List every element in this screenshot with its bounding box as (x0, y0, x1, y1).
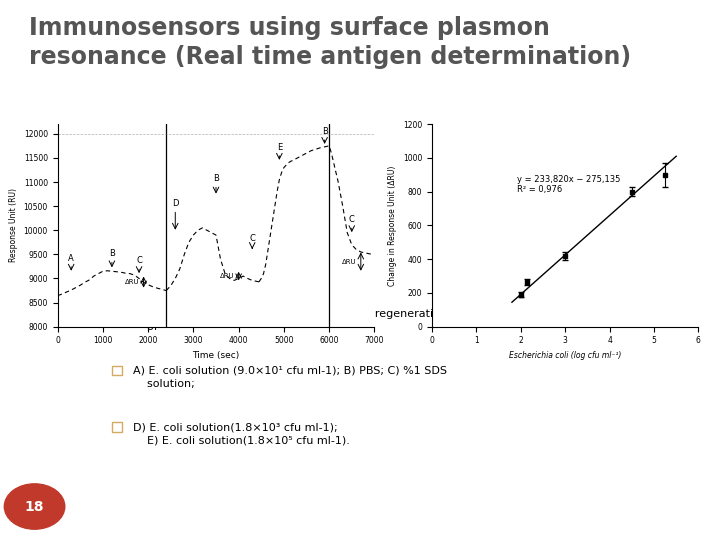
Text: y = 233,820x − 275,135
R² = 0,976: y = 233,820x − 275,135 R² = 0,976 (517, 175, 621, 194)
Y-axis label: Change in Response Unit (ΔRU): Change in Response Unit (ΔRU) (388, 165, 397, 286)
Text: B: B (213, 174, 219, 183)
Text: D) E. coli solution(1.8×10³ cfu ml-1);
    E) E. coli solution(1.8×10⁵ cfu ml-1): D) E. coli solution(1.8×10³ cfu ml-1); E… (133, 422, 350, 446)
Text: C: C (136, 256, 142, 265)
X-axis label: Time (sec): Time (sec) (192, 351, 240, 360)
Bar (112, 422, 122, 432)
Text: B: B (109, 249, 115, 258)
Text: 18: 18 (24, 500, 45, 514)
X-axis label: Escherichia coli (log cfu ml⁻¹): Escherichia coli (log cfu ml⁻¹) (509, 351, 621, 360)
Bar (112, 366, 122, 375)
Text: Immunosensors using surface plasmon
resonance (Real time antigen determination): Immunosensors using surface plasmon reso… (29, 16, 631, 69)
Text: ΔRU: ΔRU (125, 279, 139, 285)
Circle shape (4, 484, 65, 529)
Text: The response (RU) to binding of E. coli and regeneration. Injection
    of: The response (RU) to binding of E. coli … (133, 309, 503, 332)
Text: A: A (68, 254, 74, 262)
Text: C: C (348, 215, 355, 224)
Text: A) E. coli solution (9.0×10¹ cfu ml-1); B) PBS; C) %1 SDS
    solution;: A) E. coli solution (9.0×10¹ cfu ml-1); … (133, 366, 447, 389)
Text: C: C (249, 234, 255, 244)
Text: D: D (172, 199, 179, 208)
Text: ΔRU: ΔRU (342, 259, 356, 265)
Text: B: B (322, 127, 328, 136)
FancyBboxPatch shape (0, 0, 720, 540)
Bar (112, 309, 122, 319)
Text: ΔRU: ΔRU (220, 273, 234, 279)
Y-axis label: Response Unit (RU): Response Unit (RU) (9, 188, 18, 262)
Text: E: E (276, 143, 282, 152)
